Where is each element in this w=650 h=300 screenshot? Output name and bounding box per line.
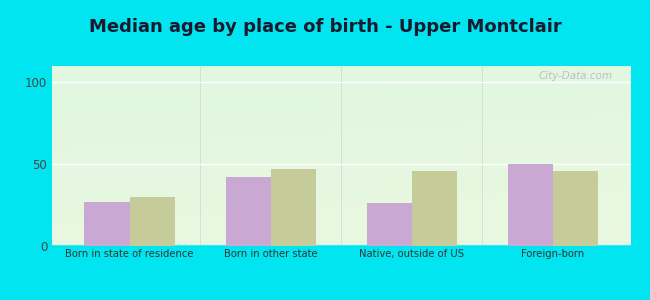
Bar — [553, 171, 598, 246]
Bar — [367, 203, 412, 246]
Bar — [129, 197, 175, 246]
Bar — [270, 169, 316, 246]
Bar — [412, 171, 457, 246]
Bar — [84, 202, 129, 246]
Bar — [226, 177, 270, 246]
Text: Median age by place of birth - Upper Montclair: Median age by place of birth - Upper Mon… — [88, 18, 562, 36]
Text: City-Data.com: City-Data.com — [539, 71, 613, 81]
Bar — [508, 164, 553, 246]
